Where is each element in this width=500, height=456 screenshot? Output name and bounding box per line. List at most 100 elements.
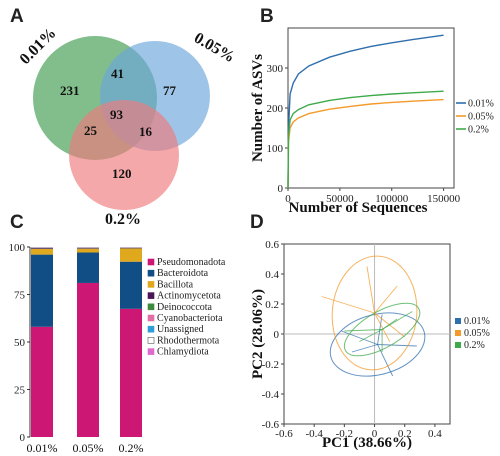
series-line-0.05%: [287, 98, 444, 189]
y-tick-label-d: 0.2: [265, 299, 279, 311]
bar-segment-Bacillota: [120, 248, 142, 262]
panel-letter-b: B: [260, 6, 274, 27]
spoke-0.2%: [381, 318, 398, 330]
legend-swatch-d: [455, 342, 461, 348]
venn-region-0.01-0.05: 41: [111, 66, 124, 81]
series-line-0.2%: [287, 90, 444, 189]
x-category-label-c: 0.2%: [119, 441, 144, 455]
panel-letter-c: C: [10, 212, 24, 233]
x-tick-label-b: 50000: [326, 193, 354, 205]
x-axis-title-d: PC1 (38.66%): [322, 435, 412, 451]
venn-region-0.01-0.2: 25: [84, 123, 98, 138]
y-tick-label-c: 50: [14, 337, 26, 349]
spoke-0.05%: [374, 285, 398, 314]
x-tick-label-d: -0.6: [275, 428, 293, 440]
x-tick-label-b: 150000: [427, 193, 461, 205]
venn-region-only-0.01: 231: [60, 83, 80, 98]
y-tick-label-d: 0: [274, 329, 280, 341]
venn-set-label-0.05: 0.05%: [191, 30, 238, 67]
legend-label-c: Bacillota: [157, 279, 194, 290]
x-tick-label-b: 100000: [375, 193, 409, 205]
bar-segment-Bacteroidota: [77, 252, 99, 283]
spoke-0.01%: [377, 344, 394, 377]
bar-segment-Pseudomonadota: [77, 282, 99, 437]
y-tick-label-b: 300: [267, 63, 284, 75]
spoke-0.05%: [374, 312, 391, 342]
legend-swatch-c: [147, 314, 155, 322]
bar-segment-Bacillota: [77, 248, 99, 253]
legend-swatch-c: [147, 348, 155, 355]
legend-label-b: 0.2%: [468, 125, 489, 136]
legend-label-c: Deinococcota: [157, 302, 213, 313]
bar-segment-Pseudomonadota: [120, 308, 142, 437]
y-tick-label-d: -0.6: [262, 419, 280, 431]
bar-segment-Bacteroidota: [120, 261, 142, 309]
legend-swatch-d: [455, 318, 461, 324]
bar-segment-Bacillota: [31, 248, 53, 255]
legend-swatch-c: [147, 269, 155, 277]
spoke-0.2%: [359, 329, 383, 342]
x-tick-label-d: 0.4: [428, 428, 442, 440]
pca-chart: -0.6 -0.4 -0.2 0 0.2 0.4 -0.6 -0.4 -0.2 0 0.2 0.4 0.…: [250, 239, 490, 451]
legend-swatch-c: [147, 325, 155, 333]
venn-set-label-0.2: 0.2%: [105, 211, 141, 228]
y-tick-label-c: 0: [20, 432, 26, 444]
spoke-0.01%: [341, 330, 378, 345]
x-tick-label-d: -0.4: [305, 428, 323, 440]
venn-region-only-0.05: 77: [163, 83, 177, 98]
y-axis-title-d: PC2 (28.06%): [250, 289, 266, 379]
x-tick-label-b: 0: [285, 193, 291, 205]
bar-segment-Actinomycetota: [77, 248, 99, 249]
venn-region-only-0.2: 120: [112, 166, 132, 181]
legend-label-d: 0.05%: [464, 328, 490, 339]
y-tick-label-b: 0: [278, 183, 284, 195]
legend-label-c: Pseudomonadota: [157, 257, 226, 268]
series-line-0.01%: [287, 34, 444, 189]
spoke-0.05%: [366, 266, 375, 314]
venn-region-0.05-0.2: 16: [139, 124, 153, 139]
y-tick-label-d: 0.4: [265, 269, 279, 281]
legend-label-c: Chlamydiota: [157, 347, 209, 358]
x-category-label-c: 0.01%: [27, 441, 58, 455]
legend-label-d: 0.01%: [464, 316, 490, 327]
y-tick-label-c: 25: [14, 385, 26, 397]
bar-segment-Pseudomonadota: [31, 326, 53, 437]
panel-letter-a: A: [10, 6, 24, 27]
legend-label-b: 0.05%: [468, 112, 494, 123]
plot-frame-b: [287, 27, 455, 189]
legend-label-c: Actinomycetota: [157, 291, 221, 302]
venn-circle-0.2: [69, 100, 179, 210]
y-tick-label-c: 100: [9, 242, 26, 254]
legend-swatch-c: [147, 292, 155, 299]
y-tick-label-d: -0.2: [262, 359, 279, 371]
bar-segment-Actinomycetota: [31, 248, 53, 249]
x-tick-label-d: -0.2: [336, 428, 353, 440]
ellipse-0.05%: [331, 255, 418, 371]
legend-label-c: Rhodothermota: [157, 335, 220, 346]
x-tick-label-d: 0: [372, 428, 378, 440]
y-tick-label-b: 200: [267, 103, 284, 115]
spoke-0.2%: [344, 329, 383, 332]
legend-swatch-d: [455, 330, 461, 336]
legend-label-c: Cyanobacteriota: [157, 313, 223, 324]
spoke-0.01%: [351, 344, 378, 353]
x-category-label-c: 0.05%: [73, 441, 104, 455]
legend-label-c: Unassigned: [157, 324, 204, 335]
venn-diagram: 0.01% 0.05% 0.2% 231 77 120 41 25 16 93: [17, 25, 238, 228]
y-tick-label-d: -0.4: [262, 389, 280, 401]
bar-segment-Bacteroidota: [31, 254, 53, 327]
rarefaction-chart: 0 50000 100000 150000 0 100 200 300 0.01% 0.05% 0…: [250, 27, 494, 216]
y-tick-label-d: 0.6: [265, 239, 279, 251]
legend-swatch-c: [147, 303, 155, 311]
legend-label-d: 0.2%: [464, 340, 485, 351]
stacked-bar-chart: 0 25 50 75 100 0.01% 0.05% 0.2% Pseudomonadota…: [9, 242, 226, 455]
y-axis-title-b: Number of ASVs: [250, 54, 266, 162]
spoke-0.05%: [321, 296, 375, 314]
legend-label-c: Bacteroidota: [157, 268, 209, 279]
panel-letter-d: D: [250, 212, 264, 233]
venn-region-all: 93: [110, 107, 124, 122]
ellipse-0.2%: [343, 302, 421, 357]
legend-swatch-c: [147, 281, 155, 288]
legend-swatch-c: [147, 337, 155, 344]
